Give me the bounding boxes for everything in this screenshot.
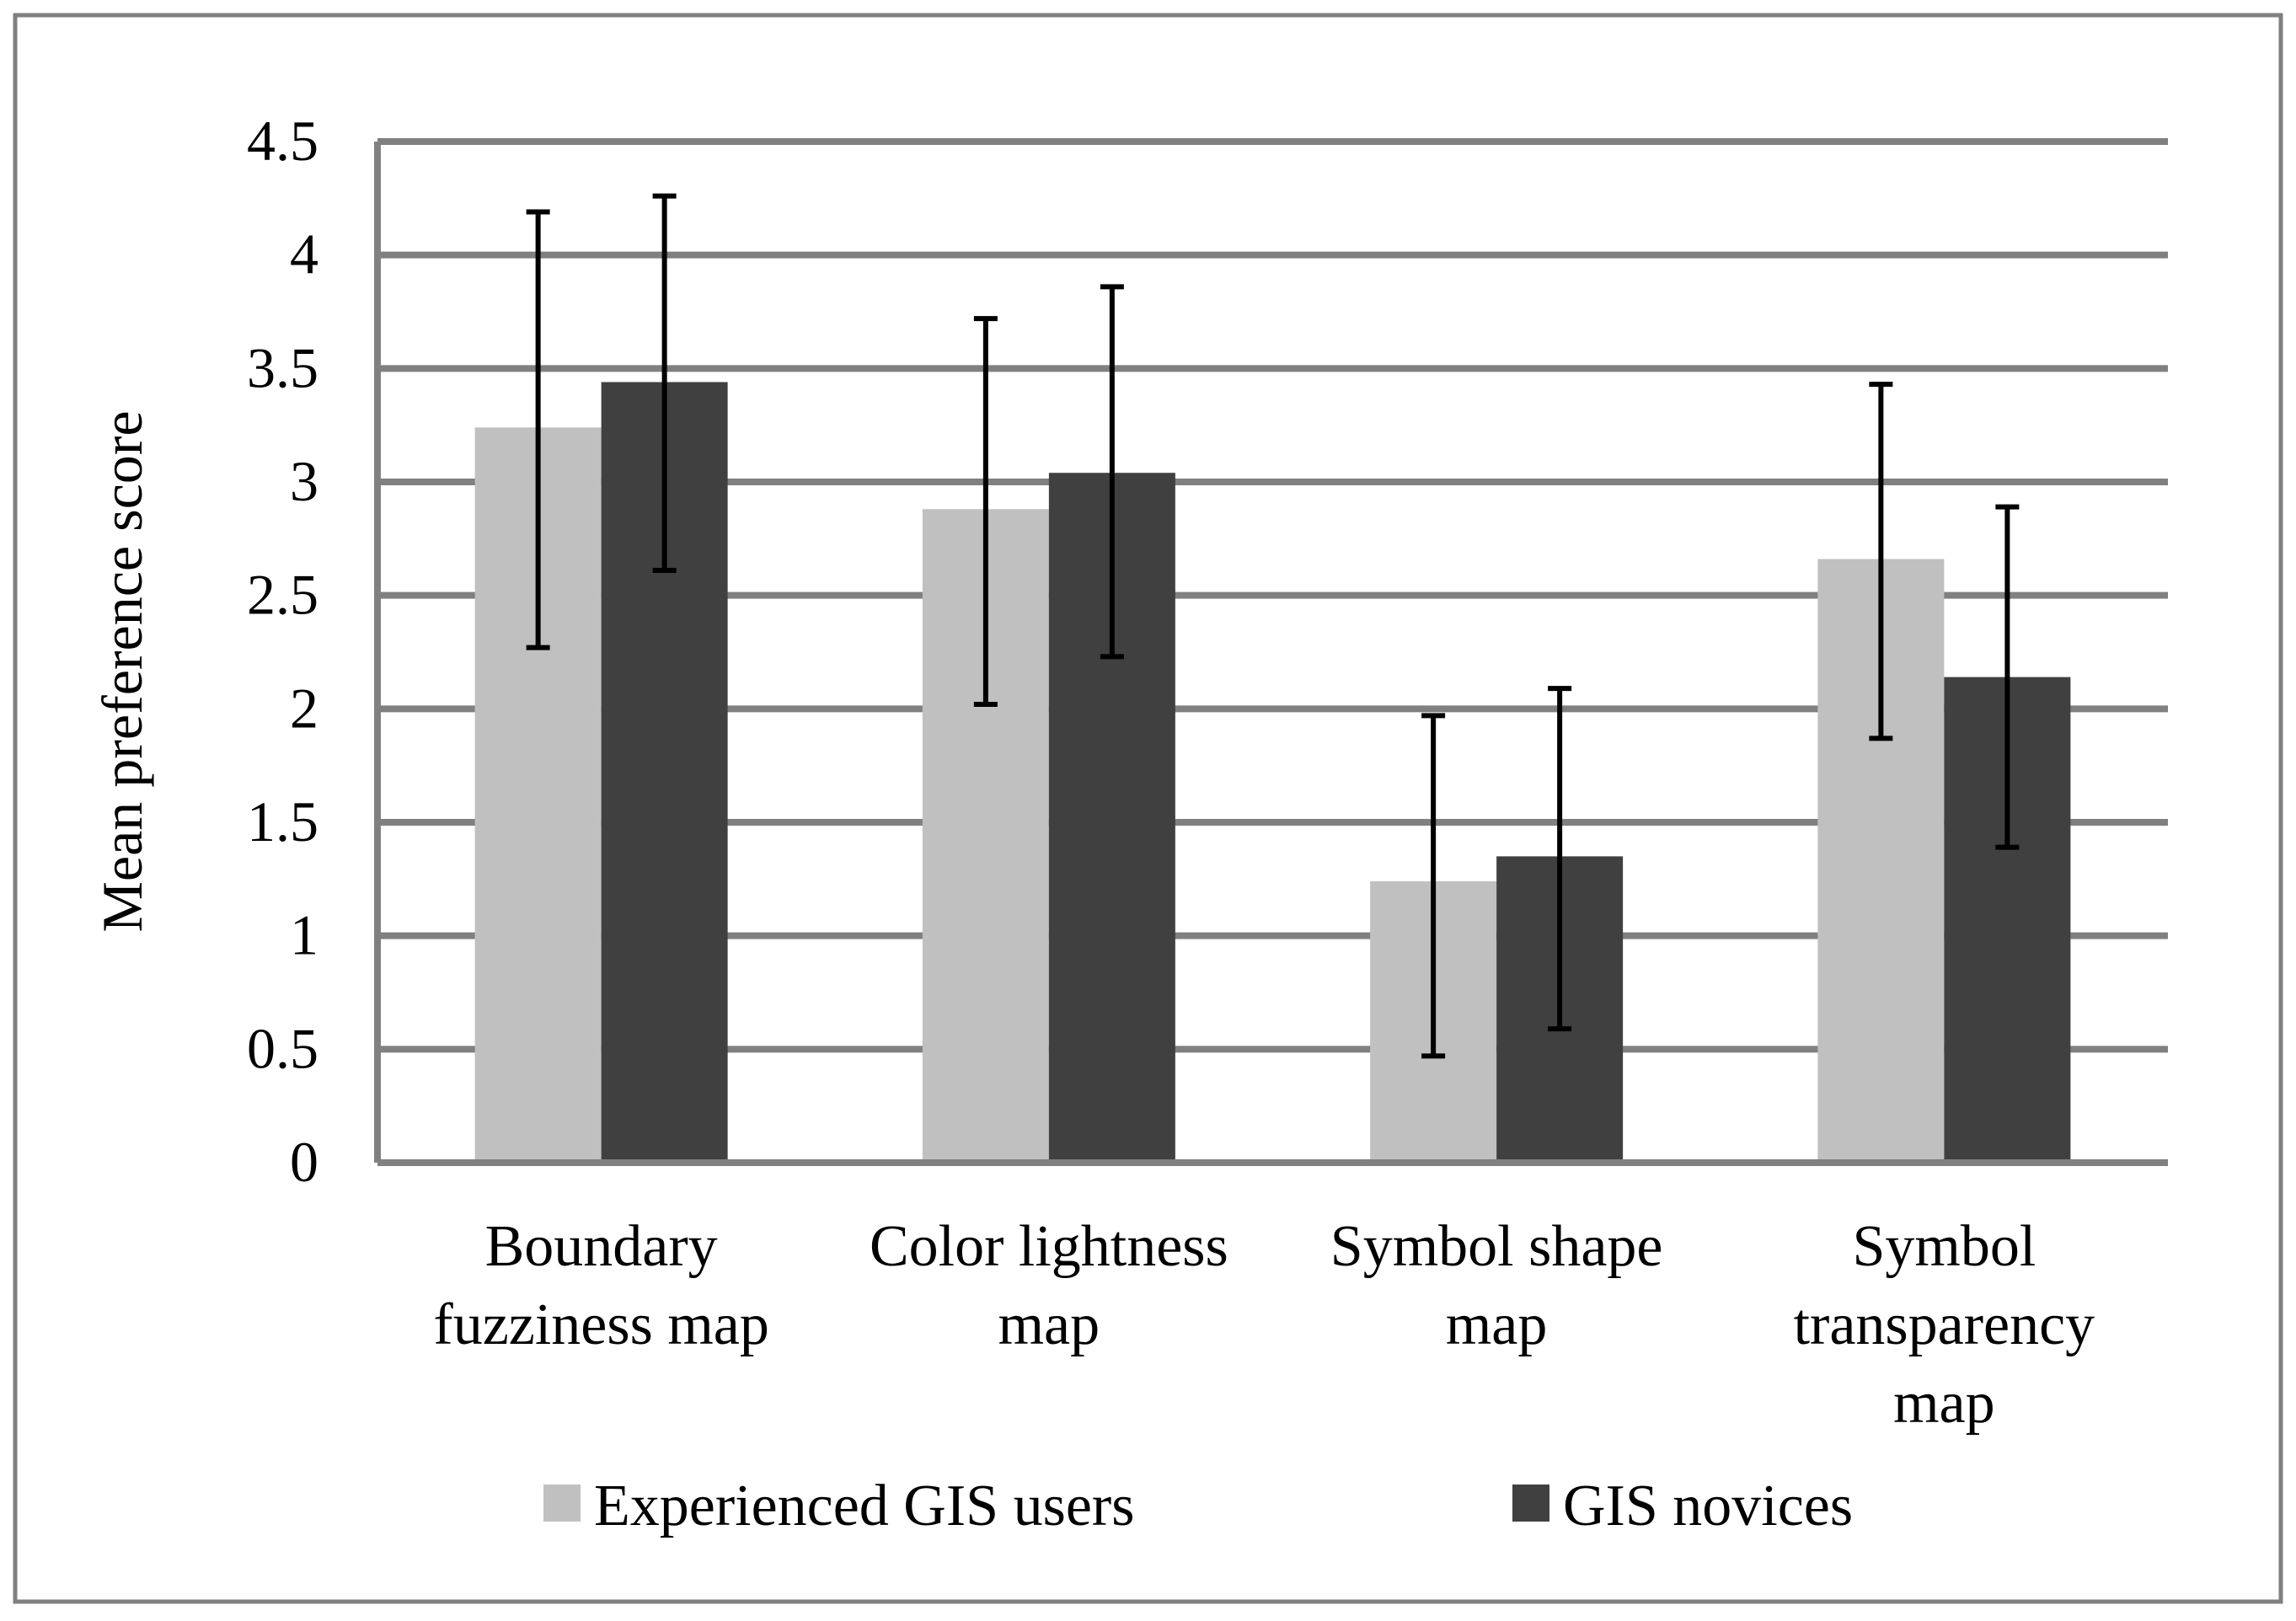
x-tick-label: Color lightness map (870, 1214, 1228, 1357)
y-tick-label: 3.5 (247, 335, 318, 399)
error-bar (973, 316, 998, 707)
x-tick-label: Symbol shape map (1330, 1214, 1663, 1357)
legend-label: Experienced GIS users (594, 1474, 1134, 1538)
y-tick-label: 0.5 (247, 1016, 318, 1080)
error-bar (526, 209, 550, 650)
y-tick-label: 4.5 (247, 109, 318, 173)
error-bar (1869, 382, 1893, 741)
legend-label: GIS novices (1563, 1474, 1853, 1538)
x-tick-label: Symbol transparency map (1794, 1214, 2095, 1436)
y-tick-label: 1.5 (247, 789, 318, 853)
y-tick-label: 2 (290, 676, 318, 740)
legend-swatch (1512, 1485, 1549, 1522)
error-bar (1548, 686, 1572, 1032)
legend-entry: Experienced GIS users (543, 1474, 1134, 1538)
error-bar (1421, 713, 1446, 1059)
y-tick-label: 4 (290, 222, 318, 286)
y-tick-label: 2.5 (247, 563, 318, 627)
legend-swatch (543, 1485, 581, 1522)
legend: Experienced GIS users GIS novices (543, 1474, 1853, 1538)
y-tick-label: 3 (290, 449, 318, 513)
x-tick-labels: Boundary fuzziness map Color lightness map S… (433, 1214, 2095, 1436)
x-tick-label: Boundary fuzziness map (433, 1214, 768, 1357)
y-tick-label: 0 (290, 1130, 318, 1194)
error-bar (1995, 504, 2020, 850)
error-bar (1100, 284, 1124, 660)
error-bars (526, 193, 2020, 1059)
error-bar (652, 193, 677, 574)
y-axis-label: Mean preference score (90, 410, 154, 932)
legend-entry: GIS novices (1512, 1474, 1853, 1538)
y-tick-label: 1 (290, 903, 318, 967)
y-tick-labels: 0 0.5 1 1.5 2 2.5 3 3.5 4 4.5 (247, 109, 318, 1194)
